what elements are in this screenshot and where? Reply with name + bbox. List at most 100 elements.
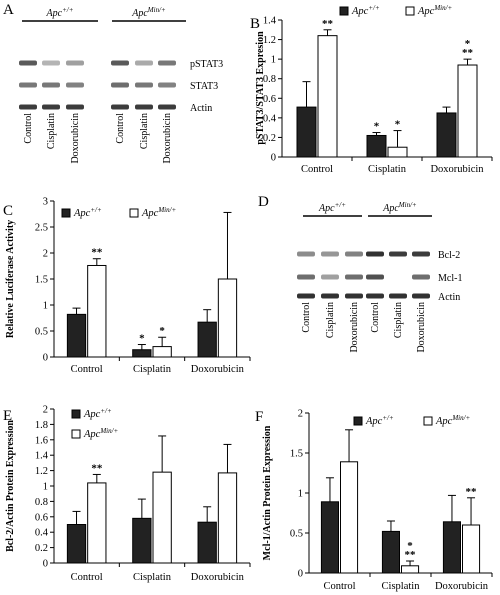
y-tick-label: 3 — [43, 197, 48, 208]
protein-band — [19, 82, 37, 88]
bar — [66, 524, 87, 564]
bar — [152, 471, 172, 564]
lane-label: Doxorubicin — [416, 302, 427, 353]
y-tick-label: 0.6 — [35, 512, 48, 523]
x-category-label: Cisplatin — [368, 164, 407, 175]
y-tick-label: 0.8 — [263, 74, 276, 85]
legend-swatch-min — [423, 416, 433, 426]
panel-label: C — [3, 203, 13, 219]
bar — [462, 524, 481, 574]
legend-label-min: ApcMin/+ — [141, 206, 177, 219]
protein-band — [297, 293, 315, 299]
y-tick-label: 0.5 — [35, 327, 48, 338]
significance-marker: ** — [91, 247, 103, 259]
blot-row-label: Actin — [190, 103, 212, 114]
lane-label: Control — [370, 302, 381, 333]
bar — [387, 146, 408, 158]
y-tick-label: 1.2 — [35, 466, 48, 477]
x-category-label: Control — [71, 572, 103, 583]
significance-marker: ** — [322, 18, 334, 30]
lane-label: Cisplatin — [139, 113, 150, 149]
bar — [152, 346, 172, 358]
legend-swatch-wt — [339, 6, 349, 16]
legend-swatch-wt — [61, 208, 71, 218]
significance-marker: ** — [462, 47, 474, 59]
y-tick-label: 2.5 — [35, 223, 48, 234]
x-category-label: Doxorubicin — [435, 581, 489, 592]
significance-marker: ** — [405, 549, 417, 561]
bar — [132, 349, 152, 358]
y-tick-label: 1.4 — [35, 451, 49, 462]
lane-label: Cisplatin — [46, 113, 57, 149]
protein-band — [345, 251, 363, 257]
blot-row-label: Actin — [438, 292, 460, 303]
protein-band — [158, 82, 176, 88]
protein-band — [412, 251, 430, 257]
protein-band — [412, 274, 430, 280]
legend-swatch-wt — [71, 409, 81, 419]
protein-band — [111, 60, 129, 66]
legend-label-min: ApcMin/+ — [83, 427, 119, 440]
bar — [217, 472, 238, 564]
bar — [296, 106, 317, 158]
lane-label: Doxorubicin — [70, 113, 81, 164]
y-tick-label: 0.2 — [35, 543, 48, 554]
significance-marker: * — [465, 38, 471, 50]
group-header: ApcMin/+ — [131, 6, 166, 19]
protein-band — [19, 60, 37, 66]
y-tick-label: 0 — [43, 559, 48, 570]
x-category-label: Doxorubicin — [191, 364, 245, 375]
protein-band — [66, 60, 84, 66]
blot-panel-d: D Apc+/+ ApcMin/+ Bcl-2 Mcl-1 Actin Control Cis… — [258, 194, 462, 353]
protein-band — [42, 60, 60, 66]
significance-marker: * — [395, 119, 401, 131]
blot-row-label: STAT3 — [190, 81, 218, 92]
legend-label-min: ApcMin/+ — [417, 4, 453, 17]
protein-band — [19, 104, 37, 110]
y-tick-label: 1 — [271, 55, 276, 66]
y-tick-label: 1 — [43, 301, 48, 312]
significance-marker: ** — [91, 462, 103, 474]
protein-band — [366, 251, 384, 257]
y-tick-label: 0 — [43, 353, 48, 364]
blot-row-label: Bcl-2 — [438, 250, 460, 261]
x-category-label: Cisplatin — [133, 364, 172, 375]
panel-label: D — [258, 194, 269, 210]
significance-marker: * — [159, 325, 165, 337]
protein-band — [345, 274, 363, 280]
significance-marker: * — [139, 333, 145, 345]
group-header: Apc+/+ — [318, 201, 346, 214]
y-tick-label: 2 — [298, 409, 303, 420]
blot-row-label: pSTAT3 — [190, 59, 223, 70]
lane-label: Cisplatin — [393, 302, 404, 338]
panel-label: B — [250, 16, 260, 32]
protein-band — [366, 293, 384, 299]
protein-band — [389, 251, 407, 257]
significance-marker: * — [407, 540, 413, 552]
protein-band — [321, 251, 339, 257]
y-tick-label: 1.6 — [35, 435, 48, 446]
y-tick-label: 0.2 — [263, 133, 276, 144]
y-tick-label: 0 — [271, 153, 276, 164]
legend-swatch-wt — [353, 416, 363, 426]
x-category-label: Doxorubicin — [430, 164, 484, 175]
lane-label: Control — [301, 302, 312, 333]
y-tick-label: 0.4 — [263, 113, 277, 124]
protein-band — [297, 251, 315, 257]
bar — [457, 64, 478, 158]
protein-band — [42, 82, 60, 88]
y-tick-label: 0.4 — [35, 528, 49, 539]
bar — [197, 521, 217, 564]
bar — [340, 461, 359, 574]
legend-swatch-min — [129, 208, 139, 218]
y-axis-label: pSTAT3/STAT3 Expresion — [255, 31, 266, 145]
protein-band — [158, 60, 176, 66]
x-category-label: Cisplatin — [133, 572, 172, 583]
protein-band — [135, 82, 153, 88]
bar — [442, 521, 462, 574]
protein-band — [135, 104, 153, 110]
bar — [197, 321, 217, 358]
y-axis-label: Bcl-2/Actin Protein Expression — [5, 420, 16, 552]
group-header: ApcMin/+ — [382, 201, 417, 214]
